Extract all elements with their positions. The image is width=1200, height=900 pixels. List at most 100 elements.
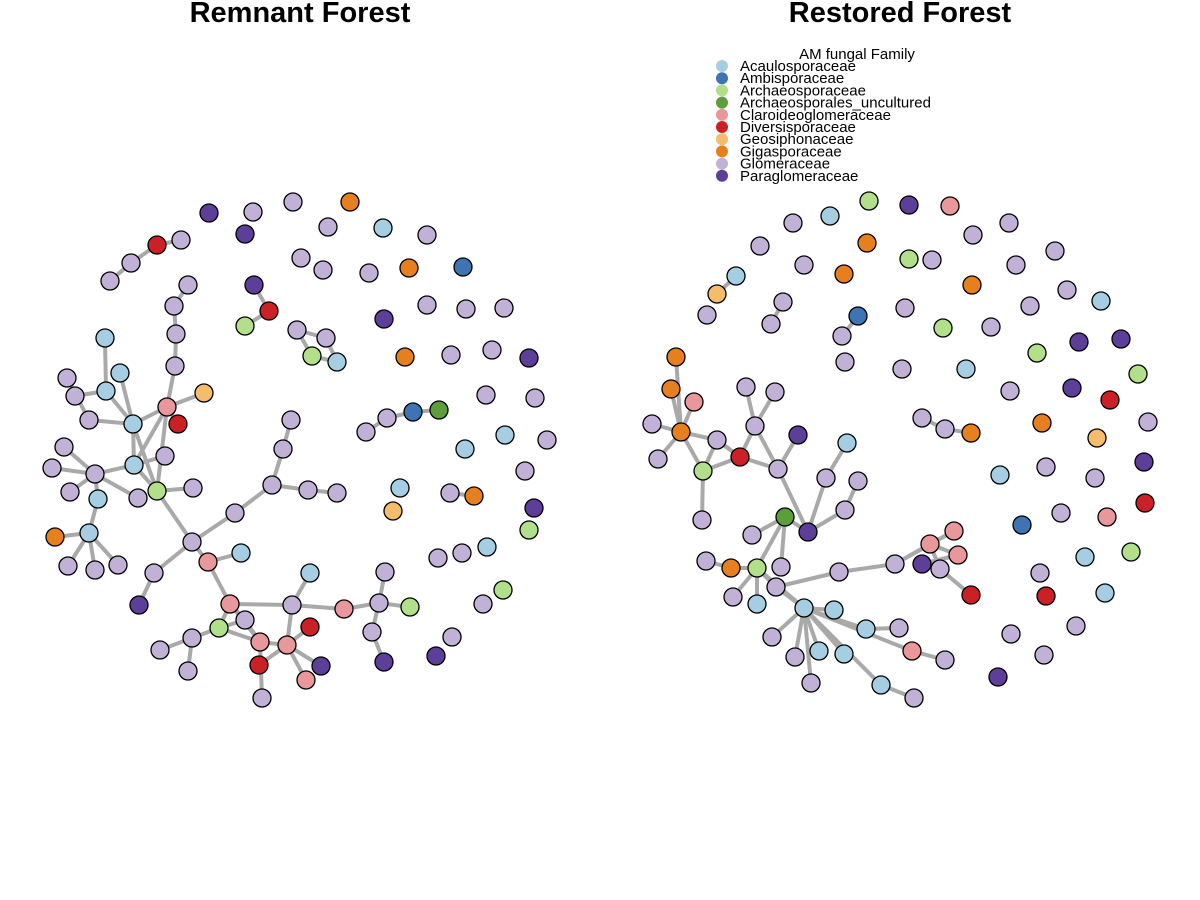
network-node-archaeosporaceae <box>235 316 255 336</box>
network-node-acaulosporaceae <box>495 425 515 445</box>
network-node-glomeraceae <box>377 408 397 428</box>
network-node-glomeraceae <box>848 471 868 491</box>
legend-swatch-claroideoglomeraceae <box>716 108 728 121</box>
network-node-paraglomeraceae <box>426 646 446 666</box>
network-node-acaulosporaceae <box>327 352 347 372</box>
network-restored-forest <box>642 191 1158 708</box>
network-node-gigasporaceae <box>340 192 360 212</box>
legend-label-claroideoglomeraceae: Claroideoglomeraceae <box>740 107 891 124</box>
network-node-claroideoglomeraceae <box>902 641 922 661</box>
network-node-acaulosporaceae <box>794 598 814 618</box>
network-node-glomeraceae <box>417 225 437 245</box>
network-node-archaeosporales-uncultured <box>429 400 449 420</box>
network-node-ambisporaceae <box>1012 515 1032 535</box>
network-node-acaulosporaceae <box>990 465 1010 485</box>
network-node-glomeraceae <box>885 554 905 574</box>
network-node-glomeraceae <box>1020 296 1040 316</box>
network-node-diversisporaceae <box>259 301 279 321</box>
network-node-diversisporaceae <box>730 447 750 467</box>
network-node-glomeraceae <box>182 628 202 648</box>
network-node-glomeraceae <box>935 419 955 439</box>
network-node-archaeosporaceae <box>519 520 539 540</box>
network-node-glomeraceae <box>1001 624 1021 644</box>
network-node-claroideoglomeraceae <box>296 670 316 690</box>
network-node-acaulosporaceae <box>824 600 844 620</box>
network-node-glomeraceae <box>761 314 781 334</box>
network-node-glomeraceae <box>54 437 74 457</box>
network-node-acaulosporaceae <box>95 328 115 348</box>
network-node-glomeraceae <box>327 483 347 503</box>
network-node-gigasporaceae <box>834 264 854 284</box>
network-node-glomeraceae <box>515 461 535 481</box>
network-node-acaulosporaceae <box>300 563 320 583</box>
network-edge <box>131 422 159 493</box>
network-node-claroideoglomeraceae <box>684 392 704 412</box>
legend-swatch-acaulosporaceae <box>716 60 728 72</box>
network-node-paraglomeraceae <box>1062 378 1082 398</box>
network-node-glomeraceae <box>895 298 915 318</box>
network-node-gigasporaceae <box>961 423 981 443</box>
network-node-glomeraceae <box>164 296 184 316</box>
legend-label-acaulosporaceae: Acaulosporaceae <box>740 58 856 75</box>
network-node-paraglomeraceae <box>244 275 264 295</box>
network-node-glomeraceae <box>375 562 395 582</box>
network-node-archaeosporaceae <box>859 191 879 211</box>
network-node-glomeraceae <box>476 385 496 405</box>
network-node-glomeraceae <box>178 661 198 681</box>
network-node-claroideoglomeraceae <box>948 545 968 565</box>
network-node-acaulosporaceae <box>373 218 393 238</box>
network-node-glomeraceae <box>1066 616 1086 636</box>
network-node-gigasporaceae <box>395 347 415 367</box>
network-node-diversisporaceae <box>300 617 320 637</box>
network-node-glomeraceae <box>57 368 77 388</box>
network-node-ambisporaceae <box>453 257 473 277</box>
network-node-glomeraceae <box>442 627 462 647</box>
network-node-paraglomeraceae <box>374 309 394 329</box>
network-node-acaulosporaceae <box>455 439 475 459</box>
network-node-archaeosporaceae <box>302 346 322 366</box>
network-node-acaulosporaceae <box>231 543 251 563</box>
network-node-claroideoglomeraceae <box>277 635 297 655</box>
network-node-gigasporaceae <box>1032 413 1052 433</box>
network-node-glomeraceae <box>889 618 909 638</box>
legend-swatch-ambisporaceae <box>716 72 728 85</box>
network-node-glomeraceae <box>452 543 472 563</box>
network-node-glomeraceae <box>440 483 460 503</box>
network-node-glomeraceae <box>829 562 849 582</box>
network-node-glomeraceae <box>144 563 164 583</box>
network-node-archaeosporaceae <box>747 558 767 578</box>
network-node-glomeraceae <box>1034 645 1054 665</box>
network-node-glomeraceae <box>318 217 338 237</box>
legend-swatch-paraglomeraceae <box>716 169 728 182</box>
network-node-acaulosporaceae <box>110 363 130 383</box>
network-node-glomeraceae <box>762 627 782 647</box>
network-node-glomeraceae <box>359 263 379 283</box>
network-node-glomeraceae <box>912 408 932 428</box>
network-node-glomeraceae <box>494 298 514 318</box>
network-node-glomeraceae <box>183 478 203 498</box>
network-node-acaulosporaceae <box>856 619 876 639</box>
network-node-gigasporaceae <box>671 422 691 442</box>
network-node-glomeraceae <box>801 673 821 693</box>
network-node-glomeraceae <box>1030 563 1050 583</box>
network-edge <box>802 606 813 685</box>
network-node-glomeraceae <box>298 480 318 500</box>
network-node-diversisporaceae <box>168 414 188 434</box>
network-node-glomeraceae <box>816 468 836 488</box>
network-edge <box>228 602 294 607</box>
network-node-paraglomeraceae <box>788 425 808 445</box>
network-node-glomeraceae <box>768 459 788 479</box>
network-node-paraglomeraceae <box>988 667 1008 687</box>
network-node-glomeraceae <box>999 213 1019 233</box>
legend-label-geosiphonaceae: Geosiphonaceae <box>740 131 853 148</box>
network-edge <box>155 489 194 544</box>
network-node-paraglomeraceae <box>374 652 394 672</box>
network-remnant-forest <box>42 192 557 708</box>
network-node-glomeraceae <box>171 230 191 250</box>
network-node-glomeraceae <box>692 510 712 530</box>
network-node-glomeraceae <box>981 317 1001 337</box>
network-node-glomeraceae <box>773 292 793 312</box>
network-node-diversisporaceae <box>249 655 269 675</box>
network-node-glomeraceae <box>356 422 376 442</box>
network-node-acaulosporaceae <box>1091 291 1111 311</box>
